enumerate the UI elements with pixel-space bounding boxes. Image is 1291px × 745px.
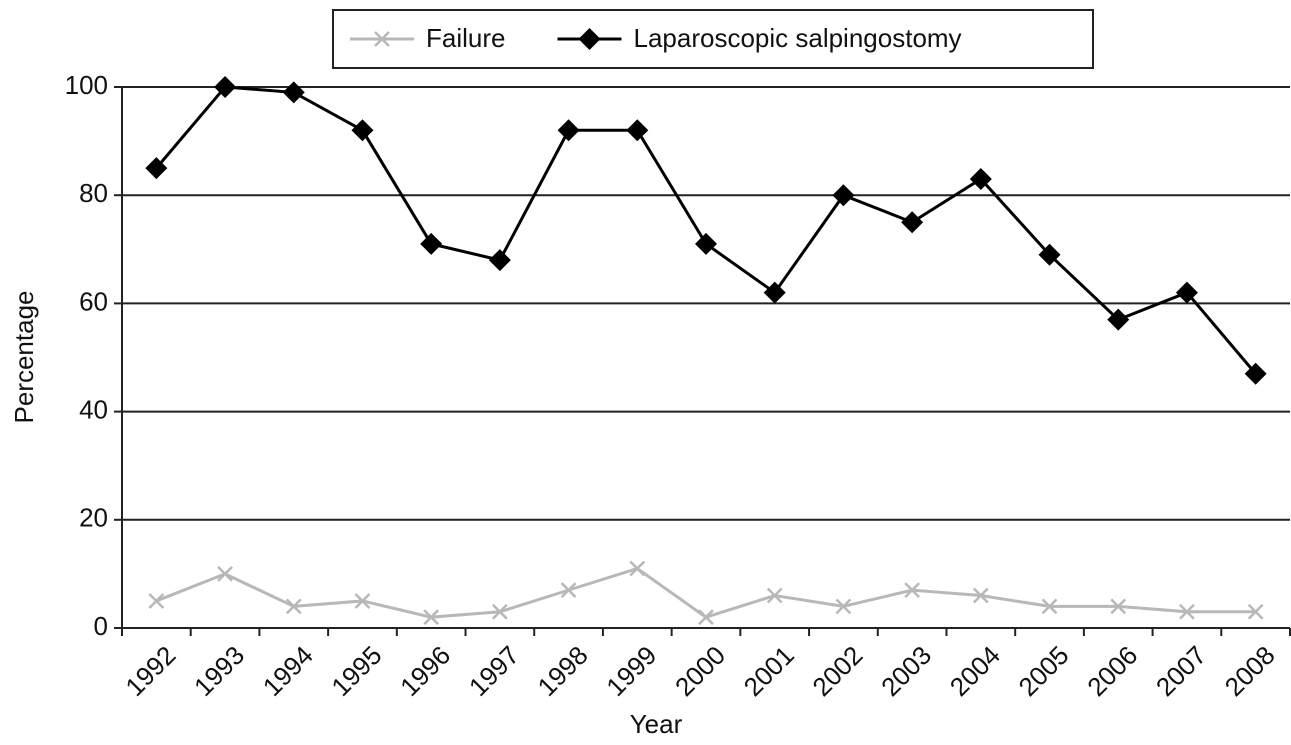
y-tick-label: 100 bbox=[65, 70, 108, 100]
x-tick-label: 1997 bbox=[463, 640, 525, 702]
series-line bbox=[155, 566, 1256, 619]
x-marker bbox=[972, 587, 989, 604]
series-line bbox=[155, 85, 1257, 375]
legend: Failure Laparoscopic salpingostomy bbox=[332, 9, 1094, 69]
x-marker bbox=[560, 582, 577, 599]
diamond-marker bbox=[1107, 308, 1130, 331]
legend-label: Laparoscopic salpingostomy bbox=[633, 23, 961, 53]
x-marker bbox=[217, 566, 233, 582]
diamond-marker bbox=[901, 211, 924, 234]
y-tick-label: 20 bbox=[79, 503, 108, 533]
x-marker bbox=[1041, 598, 1058, 615]
x-marker bbox=[766, 587, 783, 604]
x-marker bbox=[1179, 603, 1195, 620]
x-tick-label: 1998 bbox=[532, 640, 594, 702]
x-marker bbox=[1247, 603, 1264, 620]
x-tick-label: 2006 bbox=[1081, 640, 1143, 702]
diamond-marker bbox=[969, 167, 992, 190]
x-marker bbox=[629, 560, 646, 577]
x-tick-label: 2002 bbox=[806, 640, 868, 702]
x-tick-label: 1995 bbox=[325, 640, 387, 702]
x-axis-label: Year bbox=[630, 709, 683, 739]
diamond-marker bbox=[763, 281, 786, 304]
diamond-marker bbox=[1038, 243, 1061, 266]
x-marker bbox=[148, 593, 165, 609]
x-marker bbox=[1110, 598, 1127, 615]
x-marker bbox=[491, 603, 508, 620]
diamond-marker bbox=[557, 119, 580, 142]
x-marker bbox=[354, 593, 371, 609]
x-tick-label: 1993 bbox=[188, 640, 250, 702]
diamond-marker bbox=[351, 119, 374, 142]
x-marker bbox=[374, 31, 390, 47]
diamond-marker bbox=[832, 184, 855, 207]
x-marker bbox=[835, 598, 852, 615]
diamond-marker bbox=[145, 157, 168, 180]
x-tick-label: 2007 bbox=[1150, 640, 1212, 702]
diamond-marker bbox=[1175, 281, 1198, 304]
x-marker bbox=[904, 582, 921, 599]
x-tick-label: 1999 bbox=[600, 640, 662, 702]
x-marker bbox=[423, 609, 440, 626]
diamond-marker bbox=[695, 232, 717, 255]
x-tick-label: 1994 bbox=[257, 640, 319, 702]
diamond-marker bbox=[626, 119, 649, 142]
x-tick-label: 1992 bbox=[119, 640, 181, 702]
x-tick-label: 2004 bbox=[944, 640, 1006, 702]
diamond-marker bbox=[1244, 362, 1267, 385]
diamond-marker bbox=[282, 81, 305, 104]
legend-label: Failure bbox=[426, 23, 505, 53]
x-tick-label: 2000 bbox=[669, 640, 731, 702]
diamond-marker bbox=[488, 249, 511, 272]
diamond-marker bbox=[578, 28, 601, 50]
x-tick-label: 2005 bbox=[1013, 640, 1075, 702]
x-marker bbox=[285, 598, 302, 615]
y-tick-label: 40 bbox=[79, 394, 108, 424]
x-marker bbox=[698, 609, 714, 626]
y-tick-label: 60 bbox=[79, 286, 108, 316]
x-tick-label: 2003 bbox=[875, 640, 937, 702]
diamond-marker bbox=[420, 232, 443, 255]
x-tick-label: 1996 bbox=[394, 640, 456, 702]
legend-box bbox=[332, 9, 1094, 69]
y-tick-label: 80 bbox=[79, 178, 108, 208]
y-tick-label: 0 bbox=[94, 611, 108, 641]
y-axis-label: Percentage bbox=[9, 291, 39, 424]
x-tick-label: 2001 bbox=[738, 640, 800, 702]
diamond-marker bbox=[214, 76, 237, 98]
x-tick-label: 2008 bbox=[1219, 640, 1281, 702]
